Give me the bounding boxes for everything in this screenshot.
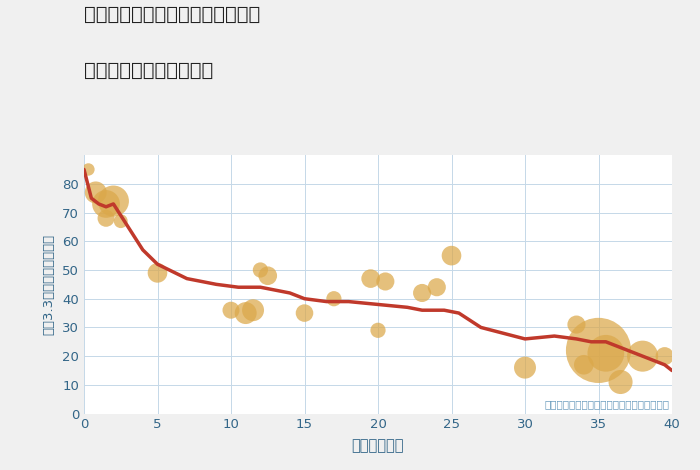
Point <box>571 321 582 329</box>
Point <box>637 352 648 360</box>
Point <box>240 309 251 317</box>
Point <box>299 309 310 317</box>
Point <box>578 361 589 368</box>
Point <box>152 269 163 277</box>
Point <box>659 352 671 360</box>
Point <box>379 278 391 285</box>
Point <box>255 266 266 274</box>
Point <box>101 214 112 222</box>
Point <box>90 188 101 196</box>
Point <box>372 327 384 334</box>
Point <box>601 350 612 357</box>
Point <box>115 218 126 225</box>
Point <box>101 200 112 208</box>
Point <box>446 252 457 259</box>
X-axis label: 築年数（年）: 築年数（年） <box>351 439 405 454</box>
Point <box>225 306 237 314</box>
Point <box>615 378 626 386</box>
Text: 築年数別中古戸建て価格: 築年数別中古戸建て価格 <box>84 61 214 80</box>
Point <box>593 347 604 354</box>
Point <box>328 295 339 303</box>
Point <box>108 197 119 205</box>
Point <box>83 166 94 173</box>
Point <box>519 364 531 371</box>
Text: 福岡県北九州市若松区百合野町の: 福岡県北九州市若松区百合野町の <box>84 5 260 24</box>
Point <box>365 275 377 282</box>
Y-axis label: 坪（3.3㎡）単価（万円）: 坪（3.3㎡）単価（万円） <box>42 234 55 335</box>
Text: 円の大きさは、取引のあった物件面積を示す: 円の大きさは、取引のあった物件面積を示す <box>544 400 669 409</box>
Point <box>416 289 428 297</box>
Point <box>262 272 273 280</box>
Point <box>248 306 259 314</box>
Point <box>431 283 442 291</box>
